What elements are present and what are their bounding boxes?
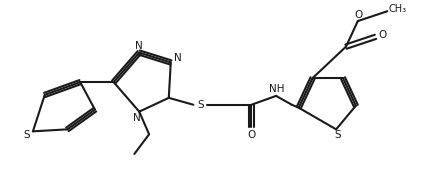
Text: N: N bbox=[135, 41, 143, 51]
Text: O: O bbox=[247, 130, 255, 140]
Text: O: O bbox=[378, 30, 387, 40]
Text: N: N bbox=[174, 53, 181, 64]
Text: NH: NH bbox=[269, 84, 285, 94]
Text: N: N bbox=[133, 112, 141, 122]
Text: S: S bbox=[24, 130, 31, 140]
Text: S: S bbox=[197, 100, 204, 110]
Text: O: O bbox=[354, 10, 363, 20]
Text: S: S bbox=[335, 130, 341, 140]
Text: CH₃: CH₃ bbox=[388, 4, 406, 14]
